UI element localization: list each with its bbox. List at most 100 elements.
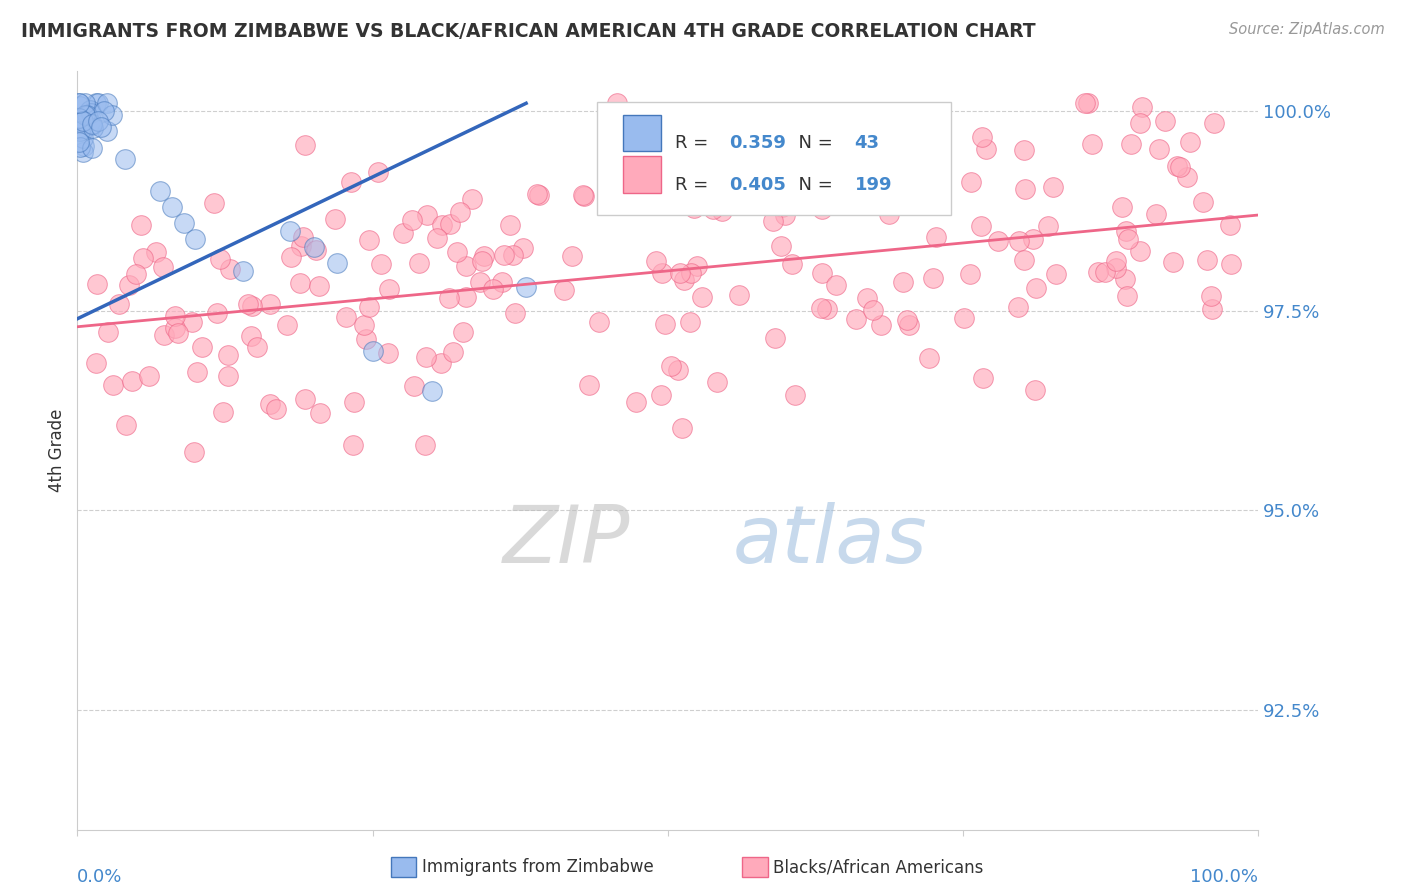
Point — [1080, 136, 1102, 151]
Point — [503, 306, 526, 320]
Point — [727, 288, 749, 302]
Point — [446, 245, 468, 260]
Point — [814, 124, 837, 138]
Point — [401, 212, 423, 227]
Point — [202, 196, 225, 211]
Point — [811, 267, 834, 281]
Point — [921, 186, 943, 200]
Point — [353, 318, 375, 332]
Point — [239, 328, 262, 343]
Point — [1014, 182, 1036, 196]
Point — [420, 384, 443, 398]
Point — [294, 392, 316, 406]
Point — [246, 340, 269, 354]
Point — [952, 310, 974, 325]
Point — [114, 152, 136, 166]
Point — [212, 405, 235, 419]
Point — [527, 188, 550, 202]
Point — [588, 315, 610, 329]
Point — [1111, 200, 1133, 214]
Point — [1116, 289, 1139, 303]
Point — [1202, 116, 1225, 130]
Text: Immigrants from Zimbabwe: Immigrants from Zimbabwe — [422, 858, 654, 876]
Point — [683, 202, 706, 216]
Point — [922, 270, 945, 285]
Point — [416, 208, 439, 222]
Point — [67, 111, 90, 125]
Point — [294, 137, 316, 152]
Point — [572, 187, 595, 202]
Point — [1038, 219, 1060, 234]
Point — [491, 275, 513, 289]
Point — [451, 325, 474, 339]
Point — [1129, 115, 1152, 129]
Point — [323, 212, 346, 227]
Point — [69, 99, 91, 113]
Point — [896, 313, 918, 327]
Point — [76, 108, 98, 122]
Point — [461, 193, 484, 207]
Text: 100.0%: 100.0% — [1191, 869, 1258, 887]
Point — [96, 96, 118, 111]
Point — [152, 260, 174, 274]
Point — [454, 290, 477, 304]
Point — [925, 230, 948, 244]
Point — [1178, 135, 1201, 149]
Point — [309, 406, 332, 420]
Point — [86, 96, 108, 111]
Point — [572, 189, 595, 203]
Point — [891, 275, 914, 289]
Point — [669, 266, 692, 280]
Point — [970, 219, 993, 234]
Point — [671, 420, 693, 434]
Point — [972, 370, 994, 384]
Point — [430, 218, 453, 232]
Point — [138, 369, 160, 384]
Point — [553, 283, 575, 297]
Text: 43: 43 — [855, 135, 880, 153]
Text: 199: 199 — [855, 176, 891, 194]
Point — [492, 248, 515, 262]
Point — [526, 186, 548, 201]
Point — [292, 229, 315, 244]
Point — [82, 120, 104, 135]
Point — [1192, 195, 1215, 210]
Point — [357, 301, 380, 315]
Point — [1077, 96, 1099, 111]
FancyBboxPatch shape — [598, 102, 952, 216]
Point — [1114, 272, 1136, 286]
Point — [810, 301, 832, 316]
Point — [439, 217, 461, 231]
Point — [1042, 180, 1064, 194]
Point — [114, 418, 136, 433]
Point — [101, 378, 124, 392]
Point — [79, 103, 101, 118]
Point — [165, 321, 187, 335]
Point — [90, 120, 112, 135]
Point — [219, 262, 242, 277]
Point — [276, 318, 298, 332]
Point — [770, 239, 793, 253]
Point — [1163, 255, 1185, 269]
Point — [97, 326, 120, 340]
Point — [502, 248, 524, 262]
Point — [1022, 231, 1045, 245]
Point — [1170, 160, 1192, 174]
Point — [654, 318, 676, 332]
Point — [710, 204, 733, 219]
Point — [970, 130, 993, 145]
Point — [606, 96, 628, 111]
Point — [240, 299, 263, 313]
Point — [153, 328, 176, 343]
Point — [666, 363, 689, 377]
Point — [842, 156, 865, 170]
Point — [1116, 232, 1139, 246]
Point — [186, 366, 208, 380]
Point — [72, 114, 94, 128]
Point — [811, 120, 834, 134]
Point — [681, 266, 703, 280]
Point — [897, 318, 920, 332]
Point — [259, 297, 281, 311]
Point — [288, 277, 311, 291]
Point — [69, 139, 91, 153]
